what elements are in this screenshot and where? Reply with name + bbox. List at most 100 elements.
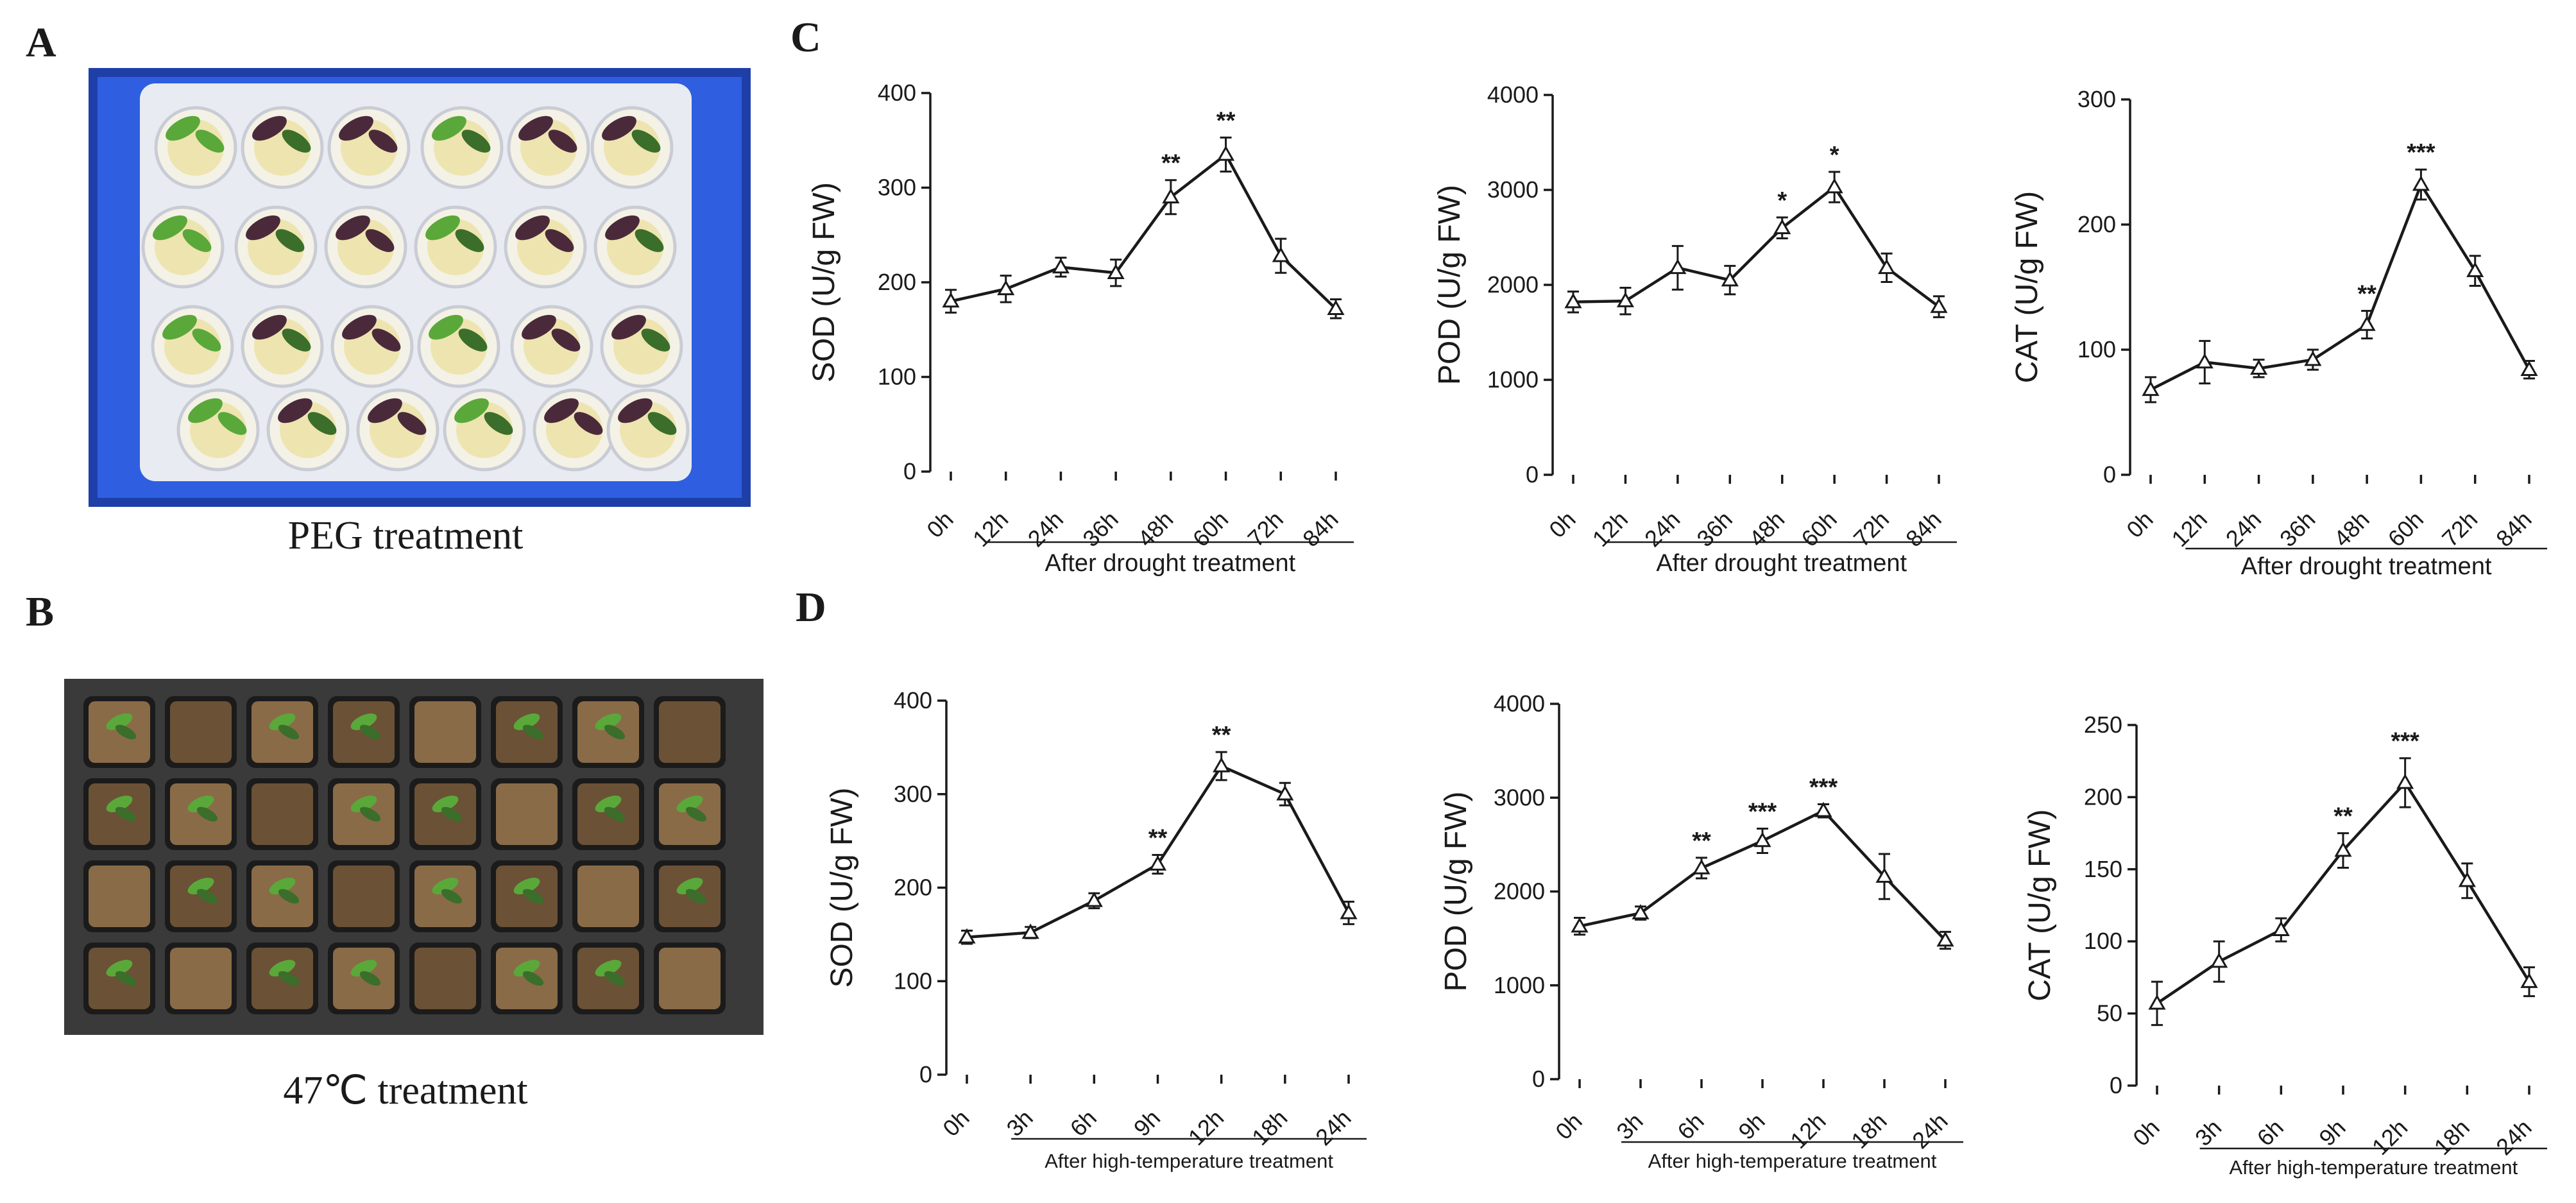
soil: [659, 948, 721, 1009]
leaf: [307, 412, 337, 435]
leaf: [282, 130, 311, 153]
seedling-leaf: [187, 796, 214, 812]
data-point: [1327, 300, 1345, 316]
data-point: [2412, 175, 2430, 191]
data-point: [1085, 891, 1103, 907]
chart-cat-heat: 0 50 100 150 200 250 CAT (U/g FW) 0h 3h 6h 9h 12h 18…: [2023, 712, 2547, 1179]
x-tick-label: 36h: [1077, 506, 1123, 552]
photo-peg-treatment: [89, 68, 751, 507]
data-point: [2210, 952, 2228, 968]
y-axis-title: CAT (U/g FW): [2023, 809, 2057, 1002]
data-point: [1107, 264, 1125, 279]
data-point: [2196, 353, 2213, 369]
seedling-leaf: [278, 889, 300, 904]
leaf: [162, 314, 197, 340]
data-point: [1669, 259, 1687, 275]
soil: [170, 701, 232, 763]
seedling-leaf: [359, 971, 381, 986]
y-tick-label: 200: [2084, 783, 2122, 810]
significance-label: ***: [1748, 799, 1777, 826]
y-tick-label: 300: [2077, 86, 2116, 112]
x-tick-label: 9h: [1129, 1105, 1165, 1141]
y-tick-label: 400: [894, 687, 932, 713]
y-tick-label: 100: [2084, 928, 2122, 954]
leaf: [371, 328, 401, 352]
significance-label: **: [2357, 281, 2376, 308]
series-line: [2149, 181, 2530, 391]
seedling-leaf: [350, 960, 377, 977]
soil: [496, 783, 558, 845]
panel-d-letter: D: [796, 584, 826, 631]
data-point: [2520, 973, 2538, 988]
leaf: [342, 314, 377, 340]
data-point: [1340, 903, 1358, 919]
significance-label: ***: [1809, 774, 1838, 801]
y-tick-label: 1000: [1487, 366, 1539, 393]
x-tick-label: 3h: [1611, 1108, 1648, 1145]
seedling-leaf: [106, 960, 133, 977]
data-point: [2148, 994, 2166, 1010]
data-point: [2249, 359, 2268, 375]
leaf: [611, 314, 646, 340]
y-tick-label: 200: [878, 269, 916, 295]
x-tick-label: 24h: [1023, 506, 1068, 552]
x-tick-label: 72h: [2437, 506, 2482, 552]
leaf: [246, 215, 280, 241]
seedling-leaf: [269, 960, 296, 977]
leaf: [455, 229, 484, 252]
seedling-leaf: [187, 878, 214, 894]
seedling-leaf: [604, 724, 626, 740]
leaf: [252, 115, 287, 141]
significance-label: **: [1212, 722, 1231, 749]
x-tick-label: 24h: [1907, 1108, 1952, 1154]
data-point: [1052, 258, 1070, 274]
x-tick-label: 72h: [1242, 506, 1288, 552]
y-tick-label: 150: [2084, 856, 2122, 882]
seedling-leaf: [278, 724, 300, 740]
seedling-leaf: [115, 971, 137, 986]
soil: [252, 783, 313, 845]
leaf: [339, 115, 373, 141]
leaf: [461, 130, 491, 153]
leaf: [153, 215, 187, 241]
x-tick-label: 24h: [1310, 1105, 1356, 1150]
x-axis-title: After high-temperature treatment: [1045, 1150, 1333, 1172]
data-point: [1564, 293, 1582, 309]
x-tick-label: 3h: [2190, 1114, 2226, 1151]
x-tick-label: 12h: [1785, 1108, 1830, 1154]
leaf: [368, 398, 402, 423]
x-tick-label: 24h: [2221, 506, 2266, 552]
x-tick-label: 84h: [1900, 506, 1946, 552]
x-tick-label: 9h: [2314, 1114, 2350, 1151]
leaf: [484, 412, 513, 435]
data-point: [1930, 298, 1948, 313]
seedling-leaf: [595, 796, 622, 812]
chart-sod-heat: 0 100 200 300 400 SOD (U/g FW) 0h 3h 6h 9h 12h 18h 2…: [825, 687, 1367, 1172]
y-tick-label: 2000: [1494, 878, 1545, 905]
leaf: [574, 412, 603, 435]
seedling-leaf: [685, 889, 707, 904]
y-tick-label: 250: [2084, 712, 2122, 738]
seedling-leaf: [441, 889, 463, 904]
leaf: [166, 115, 200, 141]
data-point: [1148, 855, 1167, 871]
leaf: [602, 115, 636, 141]
soil: [89, 866, 150, 927]
x-tick-label: 72h: [1848, 506, 1894, 552]
seedling-leaf: [350, 713, 377, 730]
seedling-leaf: [595, 713, 622, 730]
seedling-leaf: [106, 713, 133, 730]
data-point: [2396, 773, 2414, 789]
seedling-leaf: [115, 806, 137, 822]
series-line: [950, 152, 1337, 310]
soil: [414, 948, 476, 1009]
leaf: [545, 229, 574, 252]
leaf: [218, 412, 247, 435]
leaf: [544, 398, 579, 423]
x-tick-label: 0h: [2128, 1114, 2164, 1151]
data-point: [2458, 871, 2476, 887]
seedling-leaf: [196, 806, 218, 822]
significance-label: **: [1161, 150, 1181, 177]
leaf: [192, 328, 221, 352]
y-tick-label: 2000: [1487, 271, 1539, 298]
